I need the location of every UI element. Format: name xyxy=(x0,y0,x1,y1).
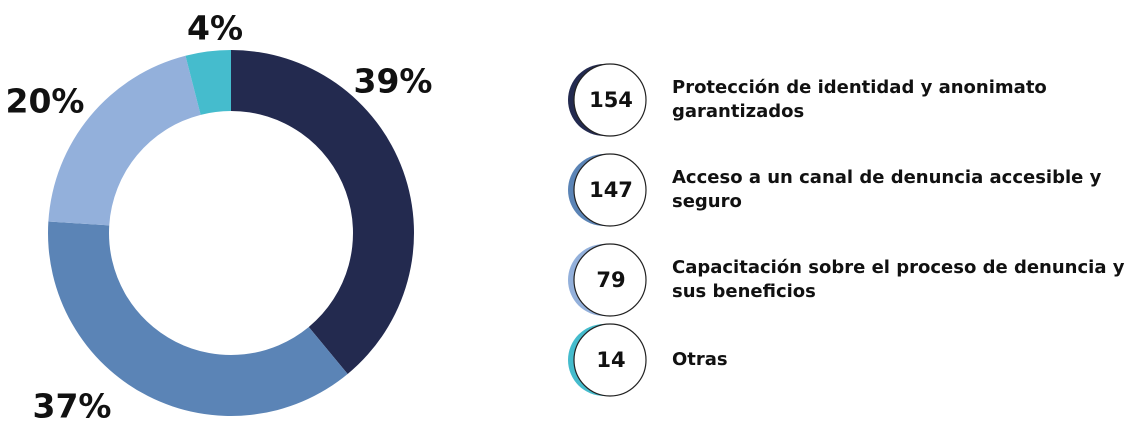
legend-label: Acceso a un canal de denuncia accesible … xyxy=(672,167,1102,212)
slice-label: 37% xyxy=(33,387,112,422)
legend-count: 79 xyxy=(596,268,625,292)
legend-count: 147 xyxy=(589,178,633,202)
legend-label: Protección de identidad y anonimato gara… xyxy=(672,77,1047,122)
legend-label: Capacitación sobre el proceso de denunci… xyxy=(672,257,1125,302)
legend-label: Otras xyxy=(672,349,728,370)
legend-badge xyxy=(573,243,647,317)
slice-label: 39% xyxy=(354,62,433,101)
legend-badge xyxy=(573,63,647,137)
donut-slice xyxy=(48,55,201,226)
slice-label: 20% xyxy=(6,82,85,121)
donut-slice xyxy=(48,221,348,416)
donut-slice xyxy=(185,50,231,115)
slice-label: 4% xyxy=(187,9,243,48)
legend-badge xyxy=(573,153,647,227)
donut-slice xyxy=(231,50,415,375)
legend-count: 154 xyxy=(589,88,633,112)
legend-badge xyxy=(573,323,647,397)
legend-count: 14 xyxy=(596,348,625,372)
